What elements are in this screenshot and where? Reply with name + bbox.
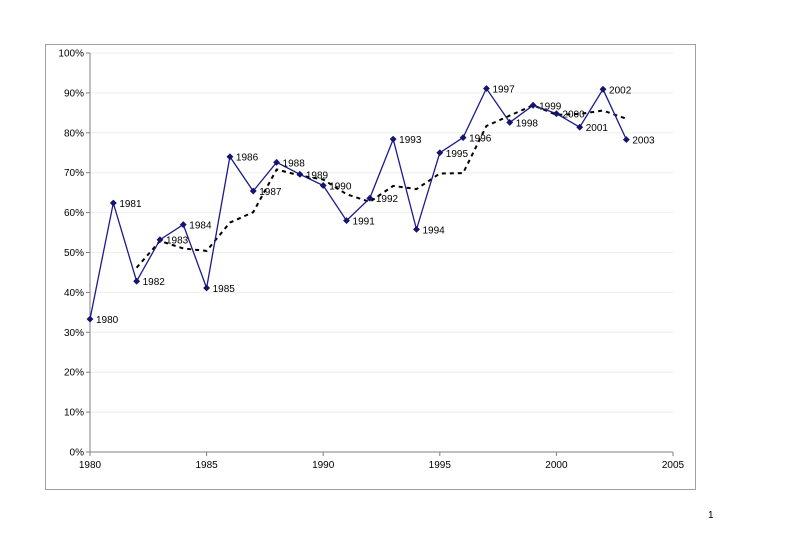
data-point-marker [599,85,607,93]
data-point-marker [389,135,397,143]
data-point-label: 1981 [119,199,142,210]
data-point-marker [459,134,467,142]
data-point-marker [576,123,584,131]
data-point-marker [552,110,560,118]
chart-frame [45,44,696,490]
data-point-label: 1993 [399,135,422,146]
data-point-marker [343,217,350,225]
x-tick-label: 1985 [195,460,218,471]
data-point-label: 1985 [213,284,236,295]
page-number: 1 [708,510,714,521]
data-point-label: 1986 [236,153,259,164]
data-point-label: 1994 [422,225,445,236]
data-point-marker [203,284,211,292]
data-point-label: 1989 [306,170,329,181]
data-point-label: 1992 [376,194,399,205]
x-tick-label: 1980 [79,460,102,471]
data-point-label: 1999 [539,101,562,112]
data-point-marker [483,85,490,92]
data-point-marker [622,136,630,144]
data-point-label: 1991 [353,217,376,228]
y-tick-label: 20% [64,368,84,379]
y-tick-label: 0% [70,448,85,459]
y-tick-label: 60% [64,208,84,219]
data-point-label: 1988 [283,158,306,169]
x-tick-label: 1990 [312,460,335,471]
data-point-marker [109,199,117,207]
data-point-marker [529,101,537,109]
data-point-label: 1997 [492,85,515,96]
data-point-marker [296,170,304,178]
data-point-label: 2000 [562,110,585,121]
data-point-label: 1987 [259,187,282,198]
y-tick-label: 70% [64,168,84,179]
data-point-label: 2003 [632,136,655,147]
y-tick-label: 30% [64,328,84,339]
data-point-label: 1998 [516,118,539,129]
data-point-label: 2002 [609,85,632,96]
data-point-label: 1982 [143,277,166,288]
data-point-marker [226,153,234,161]
y-tick-label: 100% [58,49,84,60]
data-point-label: 1995 [446,149,469,160]
y-tick-label: 50% [64,248,84,259]
data-point-label: 1984 [189,221,212,232]
data-point-marker [179,221,187,228]
data-point-label: 1990 [329,181,352,192]
data-point-marker [156,236,164,244]
x-tick-label: 1995 [429,460,452,471]
data-point-marker [273,158,280,166]
data-point-marker [249,187,257,195]
y-tick-label: 40% [64,288,84,299]
data-point-marker [86,315,94,323]
data-point-label: 1980 [96,315,119,326]
data-point-marker [133,277,141,285]
data-point-marker [319,182,327,189]
x-tick-label: 2000 [545,460,568,471]
data-point-label: 1996 [469,134,492,145]
x-tick-label: 2005 [662,460,685,471]
y-tick-label: 80% [64,128,84,139]
data-point-marker [506,119,514,126]
y-tick-label: 90% [64,88,84,99]
data-point-marker [413,225,420,233]
y-tick-label: 10% [64,408,84,419]
data-point-marker [436,149,444,157]
data-point-label: 2001 [586,123,609,134]
data-point-label: 1983 [166,236,189,247]
data-point-marker [366,194,374,202]
series-line [89,87,627,320]
